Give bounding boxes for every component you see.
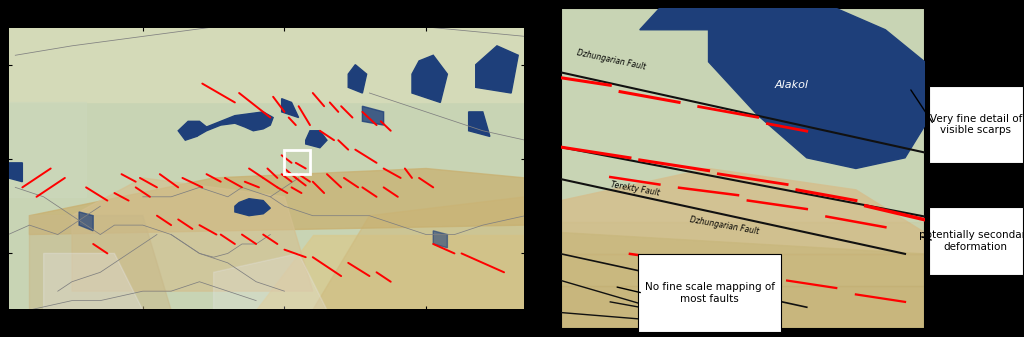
Text: Dzhungarian Fault: Dzhungarian Fault xyxy=(689,216,760,237)
FancyBboxPatch shape xyxy=(929,207,1023,275)
Polygon shape xyxy=(561,286,925,329)
Polygon shape xyxy=(8,163,23,182)
Polygon shape xyxy=(256,235,525,310)
Polygon shape xyxy=(214,253,327,310)
Polygon shape xyxy=(640,8,758,30)
Polygon shape xyxy=(282,99,299,118)
Polygon shape xyxy=(561,233,925,329)
Polygon shape xyxy=(0,102,86,197)
Polygon shape xyxy=(561,168,925,329)
Text: potentially secondary
deformation: potentially secondary deformation xyxy=(920,230,1024,252)
Polygon shape xyxy=(178,121,207,140)
Text: No fine scale mapping of
most faults: No fine scale mapping of most faults xyxy=(645,282,774,304)
Polygon shape xyxy=(561,8,925,329)
Polygon shape xyxy=(312,197,525,310)
FancyBboxPatch shape xyxy=(929,86,1023,163)
Polygon shape xyxy=(44,253,142,310)
Text: Alakol: Alakol xyxy=(775,81,809,90)
Polygon shape xyxy=(197,112,273,136)
Bar xyxy=(285,150,310,174)
Polygon shape xyxy=(709,8,925,168)
FancyBboxPatch shape xyxy=(638,254,781,332)
Text: Very fine detail of
visible scarps: Very fine detail of visible scarps xyxy=(930,114,1022,135)
Polygon shape xyxy=(476,46,518,93)
Polygon shape xyxy=(469,112,489,136)
Polygon shape xyxy=(561,222,925,254)
Polygon shape xyxy=(30,168,525,235)
Polygon shape xyxy=(362,106,384,125)
Polygon shape xyxy=(348,65,367,93)
Polygon shape xyxy=(433,231,447,248)
Polygon shape xyxy=(72,178,312,291)
Polygon shape xyxy=(561,254,925,286)
Polygon shape xyxy=(79,212,93,231)
Polygon shape xyxy=(30,216,171,310)
Text: Terekty Fault: Terekty Fault xyxy=(610,180,660,197)
Polygon shape xyxy=(412,55,447,102)
Text: Dzhungarian Fault: Dzhungarian Fault xyxy=(575,48,646,71)
Polygon shape xyxy=(234,199,270,216)
Polygon shape xyxy=(306,131,327,148)
